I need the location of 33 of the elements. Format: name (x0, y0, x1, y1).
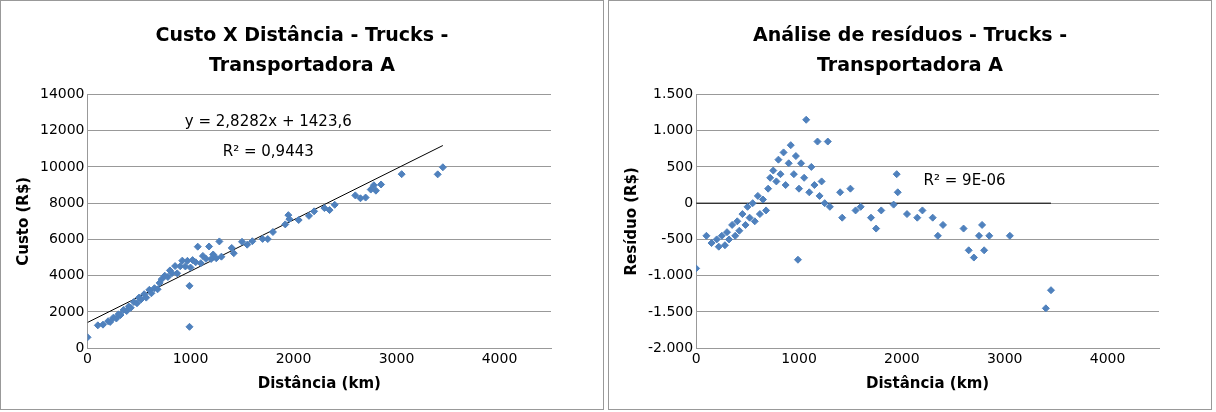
y-axis-title: Custo (R$) (13, 176, 32, 266)
x-tick-label: 4000 (481, 350, 518, 367)
y-tick-label: 14000 (39, 85, 85, 102)
x-tick-label: 2000 (275, 350, 312, 367)
y-tick-label: 6000 (48, 230, 85, 247)
y-tick-label: -1.500 (647, 302, 694, 319)
y-tick-label: 2000 (48, 302, 85, 319)
y-tick-label: -2.000 (647, 338, 694, 355)
x-tick-label: 3000 (378, 350, 415, 367)
x-tick-label: 2000 (884, 350, 920, 367)
y-tick-label: -500 (661, 230, 694, 247)
y-tick-label: -1.000 (647, 266, 694, 283)
chart-title: Análise de resíduos - Trucks - Transportadora A (751, 22, 1069, 77)
y-tick-label: 4000 (48, 266, 85, 283)
y-tick-label: 8000 (48, 193, 85, 210)
y-axis-title: Resíduo (R$) (621, 167, 640, 276)
y-tick-label: 1.500 (653, 85, 694, 102)
x-tick-label: 4000 (1089, 350, 1126, 367)
x-tick-label: 1000 (781, 350, 817, 367)
y-tick-label: 12000 (39, 121, 85, 138)
x-tick-label: 1000 (172, 350, 209, 367)
y-tick-label: 500 (666, 157, 694, 174)
x-axis-title: Distância (km) (865, 373, 990, 392)
x-tick-label: 3000 (986, 350, 1023, 367)
annotation: y = 2,8282x + 1423,6 (184, 112, 352, 131)
annotation: R² = 9E-06 (923, 170, 1006, 189)
y-tick-label: 0 (684, 193, 694, 210)
chart-title: Custo X Distância - Trucks - Transportadora A (154, 22, 450, 77)
x-axis-title: Distância (km) (257, 373, 381, 392)
y-tick-label: 1.000 (653, 121, 694, 138)
y-tick-label: 0 (75, 338, 85, 355)
annotation: R² = 0,9443 (222, 142, 314, 161)
y-tick-label: 10000 (39, 157, 85, 174)
